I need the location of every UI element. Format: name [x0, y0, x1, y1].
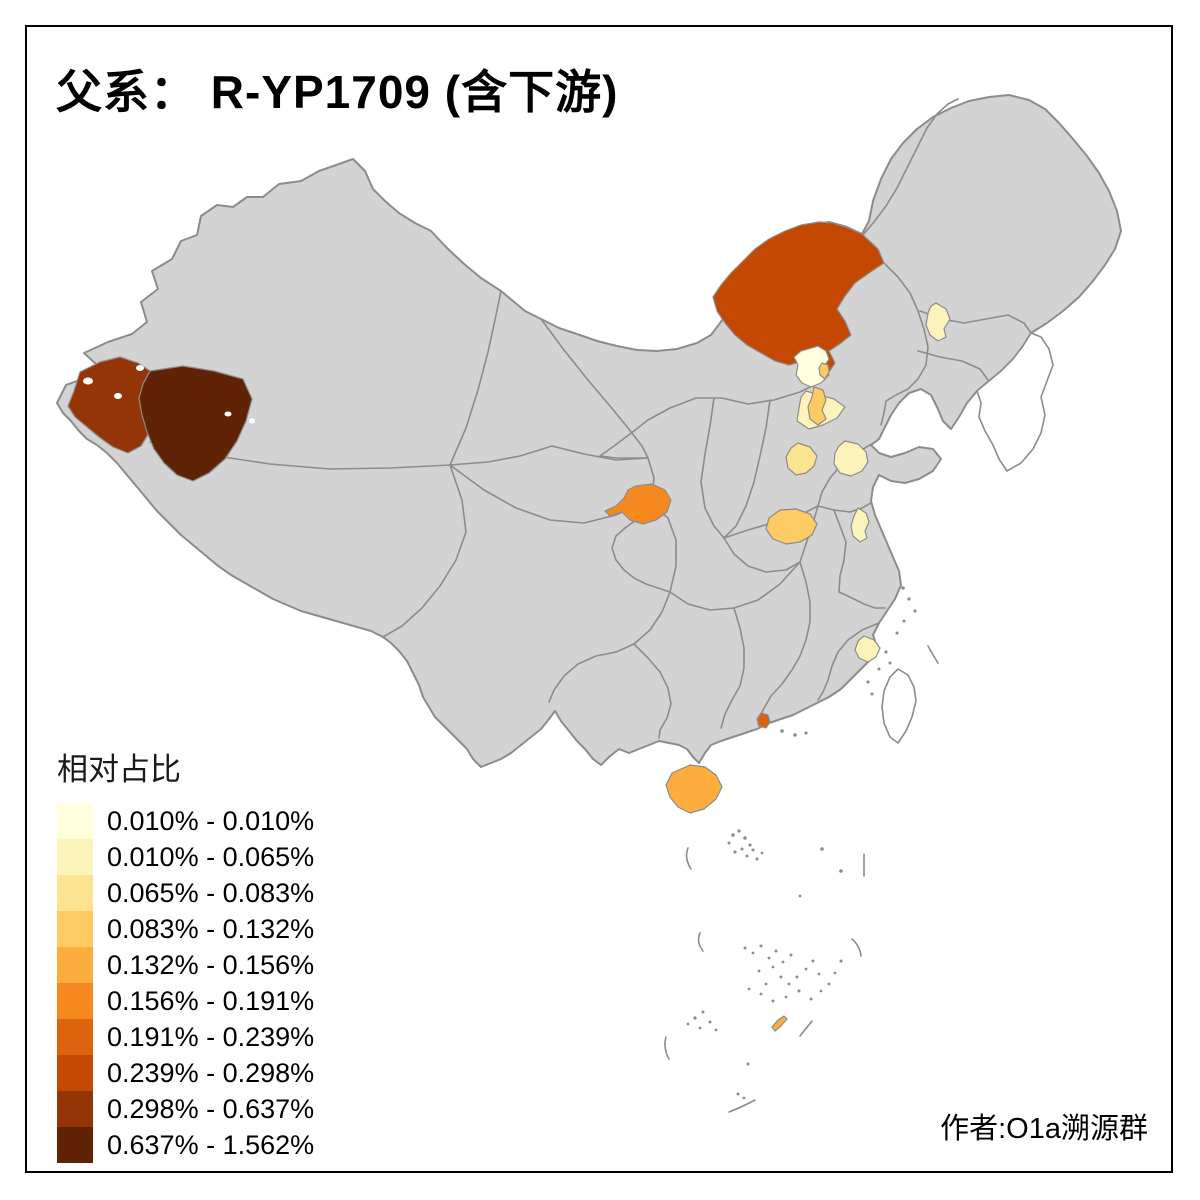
legend-item: 0.065% - 0.083%: [57, 875, 314, 911]
legend-color-swatch: [57, 803, 93, 839]
legend-range-label: 0.083% - 0.132%: [107, 913, 315, 944]
legend-range-label: 0.010% - 0.065%: [107, 841, 315, 872]
legend-color-swatch: [57, 1019, 93, 1055]
sea-islets: [664, 586, 939, 1113]
legend-color-swatch: [57, 1091, 93, 1127]
legend-range-label: 0.239% - 0.298%: [107, 1057, 315, 1088]
legend-rows: 0.010% - 0.010% 0.010% - 0.065% 0.065% -…: [57, 803, 314, 1163]
legend-item: 0.010% - 0.065%: [57, 839, 314, 875]
legend-color-swatch: [57, 947, 93, 983]
map-title: 父系： R-YP1709 (含下游): [56, 66, 619, 118]
legend-item: 0.083% - 0.132%: [57, 911, 314, 947]
region-jinan: [833, 440, 869, 477]
legend-range-label: 0.065% - 0.083%: [107, 877, 315, 908]
region-spratly-islet: [771, 1015, 788, 1032]
legend-color-swatch: [57, 839, 93, 875]
korea-peninsula: [976, 332, 1054, 472]
legend-range-label: 0.132% - 0.156%: [107, 949, 315, 980]
region-xilingol: [712, 221, 885, 382]
region-beijing: [793, 345, 830, 388]
legend-item: 0.010% - 0.010%: [57, 803, 314, 839]
author-credit: 作者:O1a溯源群: [940, 1113, 1148, 1145]
legend-range-label: 0.010% - 0.010%: [107, 805, 315, 836]
region-pearl-delta: [756, 712, 771, 729]
region-tianjin-north: [818, 362, 830, 380]
legend-color-swatch: [57, 911, 93, 947]
region-shenyang: [925, 302, 951, 342]
legend-item: 0.637% - 1.562%: [57, 1127, 314, 1163]
legend-color-swatch: [57, 1055, 93, 1091]
legend-item: 0.191% - 0.239%: [57, 1019, 314, 1055]
taiwan-island: [881, 668, 917, 744]
legend-color-swatch: [57, 983, 93, 1019]
legend: 相对占比 0.010% - 0.010% 0.010% - 0.065% 0.0…: [57, 744, 314, 1163]
region-hainan: [665, 764, 723, 814]
legend-color-swatch: [57, 1127, 93, 1163]
legend-color-swatch: [57, 875, 93, 911]
region-kashgar: [67, 356, 151, 454]
region-tianjin: [807, 386, 827, 426]
region-hotan: [138, 365, 253, 482]
lakes: [83, 365, 255, 424]
legend-item: 0.239% - 0.298%: [57, 1055, 314, 1091]
region-xuzhou: [850, 507, 870, 543]
legend-item: 0.156% - 0.191%: [57, 983, 314, 1019]
legend-range-label: 0.298% - 0.637%: [107, 1093, 315, 1124]
legend-item: 0.298% - 0.637%: [57, 1091, 314, 1127]
legend-range-label: 0.191% - 0.239%: [107, 1021, 315, 1052]
region-henan-east: [765, 508, 818, 545]
region-quanzhou: [854, 635, 881, 663]
legend-range-label: 0.637% - 1.562%: [107, 1129, 315, 1160]
region-tianshui: [604, 483, 672, 525]
legend-item: 0.132% - 0.156%: [57, 947, 314, 983]
legend-range-label: 0.156% - 0.191%: [107, 985, 315, 1016]
province-borders: [149, 98, 1032, 739]
legend-title: 相对占比: [57, 752, 181, 787]
region-shijiazhuang: [785, 442, 818, 476]
